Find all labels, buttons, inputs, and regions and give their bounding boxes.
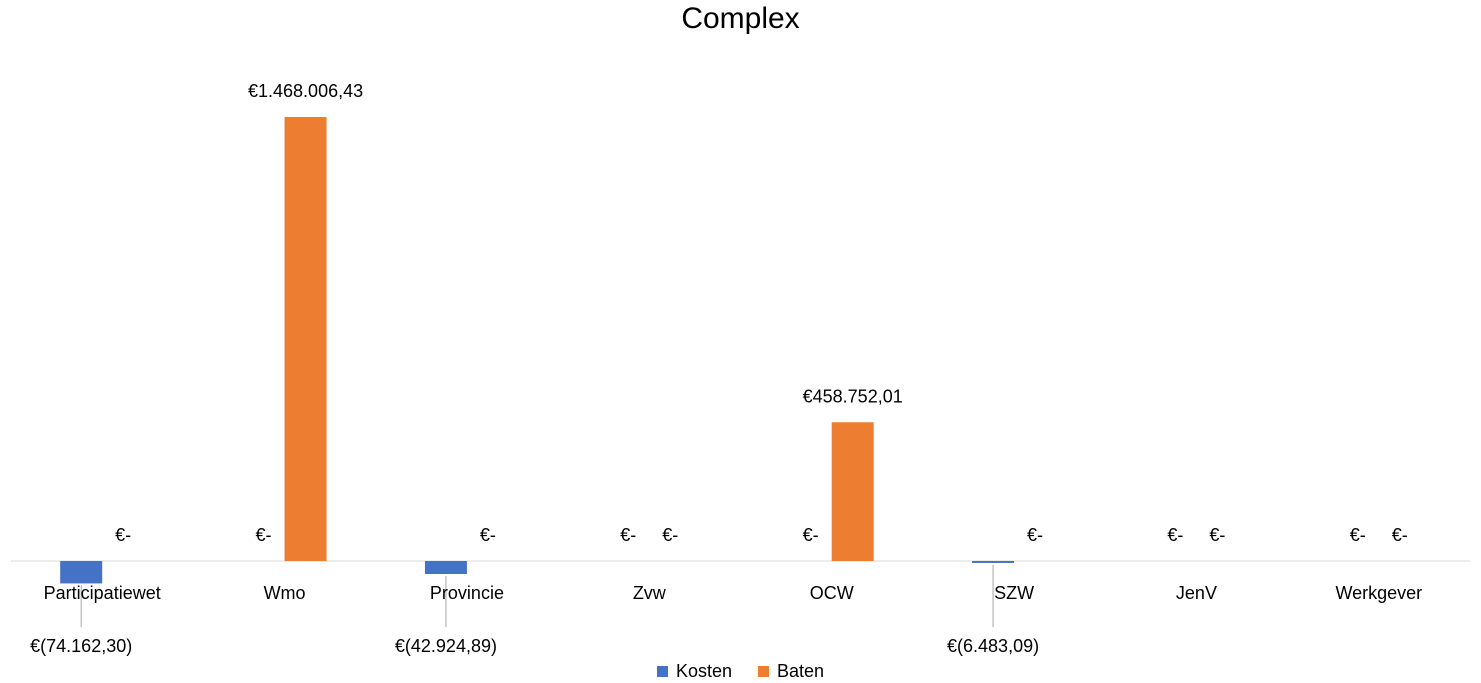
legend-swatch-kosten xyxy=(656,666,668,677)
bar-baten xyxy=(831,422,874,561)
category-label: Wmo xyxy=(264,583,306,603)
category-label: Werkgever xyxy=(1335,583,1422,603)
data-label-kosten: €- xyxy=(1167,525,1183,545)
data-label-baten: €- xyxy=(480,525,496,545)
legend-label-kosten: Kosten xyxy=(675,661,732,681)
legend-item-kosten: Kosten xyxy=(656,661,732,682)
bar-kosten xyxy=(60,561,103,584)
legend: Kosten Baten xyxy=(0,661,1481,682)
legend-item-baten: Baten xyxy=(758,661,824,682)
category-label: OCW xyxy=(810,583,854,603)
data-label-kosten: €(6.483,09) xyxy=(947,636,1039,656)
category-label: JenV xyxy=(1176,583,1217,603)
chart-title: Complex xyxy=(681,2,800,35)
category-label: Participatiewet xyxy=(44,583,161,603)
data-label-baten: €458.752,01 xyxy=(803,386,903,406)
data-label-baten: €- xyxy=(662,525,678,545)
legend-swatch-baten xyxy=(758,666,769,677)
bar-kosten xyxy=(424,561,467,574)
data-label-baten: €- xyxy=(1392,525,1408,545)
bar-baten xyxy=(284,117,327,561)
data-label-baten: €- xyxy=(115,525,131,545)
data-label-kosten: €(42.924,89) xyxy=(395,636,497,656)
data-label-kosten: €- xyxy=(256,525,272,545)
data-label-baten: €- xyxy=(1027,525,1043,545)
data-label-kosten: €- xyxy=(803,525,819,545)
data-label-baten: €1.468.006,43 xyxy=(248,81,363,101)
data-label-kosten: €- xyxy=(1350,525,1366,545)
category-label: SZW xyxy=(994,583,1034,603)
category-label: Provincie xyxy=(430,583,504,603)
data-label-kosten: €- xyxy=(620,525,636,545)
data-label-baten: €- xyxy=(1209,525,1225,545)
legend-label-baten: Baten xyxy=(777,661,825,681)
category-label: Zvw xyxy=(633,583,667,603)
bar-kosten xyxy=(972,561,1015,563)
data-label-kosten: €(74.162,30) xyxy=(30,636,132,656)
